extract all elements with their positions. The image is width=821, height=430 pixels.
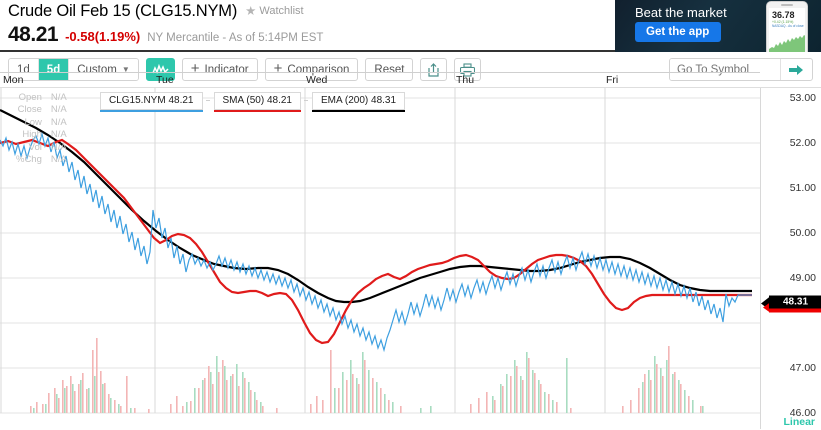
phone-exchange: NASDAQ - As of close — [772, 24, 804, 28]
legend-item-price[interactable]: CLG15.NYM 48.21 — [100, 92, 209, 112]
x-axis-line — [0, 72, 760, 73]
legend-item-ema[interactable]: EMA (200) 48.31 — [311, 92, 406, 112]
legend-label: CLG15.NYM 48.21 — [100, 92, 203, 110]
phone-speaker-icon — [781, 4, 793, 6]
x-axis-label-tue: Tue — [156, 74, 174, 86]
ad-cta-button[interactable]: Get the app — [635, 22, 722, 42]
y-axis-tick: 51.00 — [789, 182, 816, 194]
add-indicator-button[interactable]: + Indicator — [181, 58, 258, 81]
legend-color-bar — [311, 110, 406, 112]
ohlc-row: High N/A — [16, 129, 67, 141]
ohlc-value: N/A — [50, 129, 67, 141]
ohlc-value: N/A — [50, 104, 67, 116]
y-axis-tick: 47.00 — [789, 362, 816, 374]
page-title: Crude Oil Feb 15 (CLG15.NYM) — [8, 2, 238, 20]
x-axis-label-thu: Thu — [456, 74, 475, 86]
ohlc-label: Vol — [28, 141, 42, 153]
ohlc-label: Open — [18, 92, 42, 103]
arrow-right-icon — [789, 64, 803, 75]
last-price: 48.21 — [8, 23, 59, 46]
ad-phone-image: 36.78 +0.42 (1.15%) NASDAQ - As of close — [766, 1, 808, 52]
price-change: -0.58(1.19%) — [65, 29, 141, 44]
ohlc-value: N/A — [50, 154, 67, 166]
scale-toggle[interactable]: Linear — [783, 416, 815, 428]
phone-price: 36.78 — [772, 10, 795, 20]
y-axis[interactable]: 53.00 52.00 51.00 50.00 49.00 47.00 46.0… — [760, 88, 821, 429]
star-icon: ★ — [245, 4, 257, 18]
quote-summary: Crude Oil Feb 15 (CLG15.NYM) ★ Watchlist… — [8, 2, 323, 47]
current-price-accent-bar — [769, 308, 821, 313]
ohlc-row: Open N/A — [16, 92, 67, 103]
ema-200-line — [0, 109, 752, 304]
ohlc-readout: Open N/A Close N/A Low N/A High N/A Vol N/A %… — [14, 91, 69, 167]
title-row: Crude Oil Feb 15 (CLG15.NYM) ★ Watchlist — [8, 2, 323, 21]
flag-pointer-accent-icon — [763, 302, 770, 313]
legend-label: SMA (50) 48.21 — [213, 92, 301, 110]
x-axis-label-wed: Wed — [306, 74, 328, 86]
plus-icon: + — [273, 60, 283, 77]
chevron-down-icon: ▼ — [121, 65, 130, 74]
ohlc-row: Close N/A — [16, 104, 67, 116]
advertisement-banner[interactable]: Beat the market Get the app 36.78 +0.42 … — [615, 0, 821, 52]
ad-headline: Beat the market — [635, 5, 727, 20]
horizontal-gridlines — [0, 97, 760, 414]
plus-icon: + — [190, 60, 200, 77]
current-price-flag: 48.31 — [761, 295, 821, 313]
share-icon — [428, 62, 440, 77]
share-button[interactable] — [420, 58, 448, 81]
phone-change: +0.42 (1.15%) — [772, 20, 794, 24]
reset-button[interactable]: Reset — [365, 58, 414, 81]
legend-color-bar — [213, 110, 301, 112]
ohlc-value: N/A — [50, 116, 67, 128]
range-custom-button[interactable]: Custom ▼ — [69, 59, 138, 80]
chart-area[interactable]: Open N/A Close N/A Low N/A High N/A Vol N/A %… — [0, 72, 821, 429]
ohlc-value: N/A — [50, 92, 67, 103]
print-button[interactable] — [454, 58, 482, 81]
watchlist-label: Watchlist — [259, 5, 304, 18]
chart-legend: CLG15.NYM 48.21 SMA (50) 48.21 EMA (200)… — [100, 92, 406, 112]
y-axis-tick: 49.00 — [789, 272, 816, 284]
price-line — [0, 131, 752, 353]
ohlc-label: Low — [24, 116, 42, 128]
reset-label: Reset — [374, 63, 405, 76]
y-axis-tick: 53.00 — [789, 92, 816, 104]
ohlc-label: %Chg — [16, 154, 42, 166]
chart-type-button[interactable] — [145, 58, 175, 81]
y-axis-tick: 50.00 — [789, 227, 816, 239]
print-icon — [460, 62, 476, 77]
phone-screen: 36.78 +0.42 (1.15%) NASDAQ - As of close — [769, 8, 805, 52]
range-selector[interactable]: 1d 5d Custom ▼ — [8, 58, 139, 81]
range-5d-button[interactable]: 5d — [38, 59, 70, 80]
x-axis-label-mon: Mon — [3, 74, 24, 86]
goto-symbol-group[interactable] — [669, 58, 813, 81]
ohlc-label: Close — [17, 104, 42, 116]
exchange-status: NY Mercantile - As of 5:14PM EST — [147, 32, 324, 44]
legend-color-bar — [100, 110, 203, 112]
legend-label: EMA (200) 48.31 — [311, 92, 406, 110]
ohlc-row: %Chg N/A — [16, 154, 67, 166]
ohlc-row: Low N/A — [16, 116, 67, 128]
x-axis-label-fri: Fri — [606, 74, 619, 86]
line-chart-icon — [152, 63, 169, 74]
goto-symbol-input[interactable] — [670, 59, 780, 80]
indicator-label: Indicator — [204, 63, 249, 76]
y-axis-tick: 46.00 — [789, 407, 816, 419]
ohlc-value: N/A — [50, 141, 67, 153]
ohlc-label: High — [22, 129, 42, 141]
watchlist-button[interactable]: ★ Watchlist — [245, 5, 303, 18]
ohlc-row: Vol N/A — [16, 141, 67, 153]
sma-50-line — [0, 138, 752, 345]
chart-toolbar: 1d 5d Custom ▼ + Indicator + Comparison … — [0, 52, 821, 88]
y-axis-tick: 52.00 — [789, 137, 816, 149]
volume-bars — [30, 338, 704, 413]
goto-symbol-submit-button[interactable] — [780, 59, 812, 80]
range-custom-label: Custom — [77, 63, 117, 76]
price-plot[interactable] — [0, 88, 760, 429]
quote-header: Crude Oil Feb 15 (CLG15.NYM) ★ Watchlist… — [0, 0, 821, 52]
price-row: 48.21 -0.58(1.19%) NY Mercantile - As of… — [8, 23, 323, 47]
current-price-value: 48.31 — [769, 295, 821, 309]
phone-sparkline-chart — [769, 35, 805, 52]
legend-item-sma[interactable]: SMA (50) 48.21 — [213, 92, 309, 112]
